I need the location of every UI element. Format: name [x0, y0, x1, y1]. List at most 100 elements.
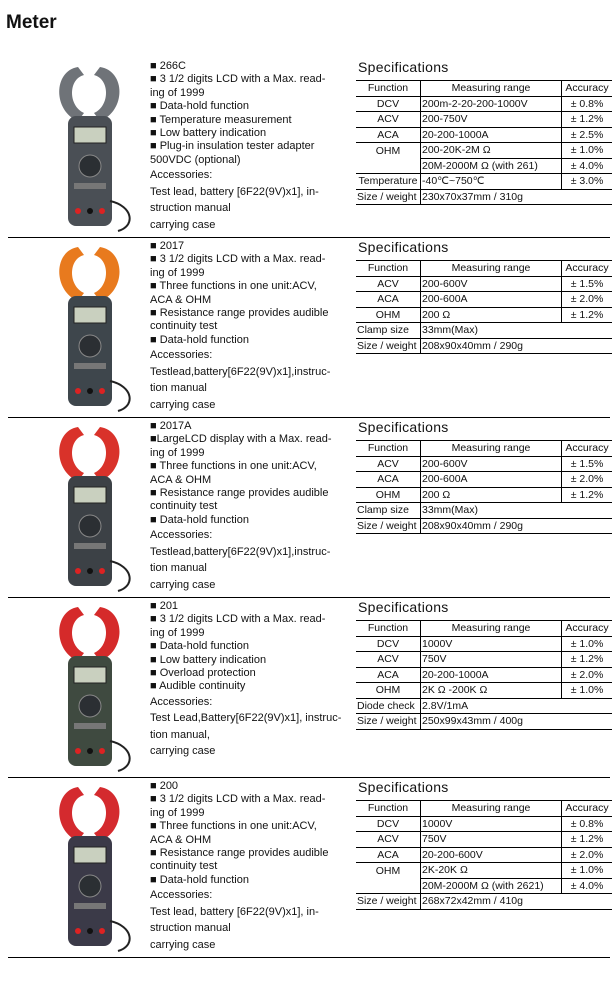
spec-accuracy: ± 4.0%	[561, 878, 612, 894]
spec-row: OHM 200 Ω ± 1.2%	[356, 487, 612, 503]
spec-row: ACV 200-600V ± 1.5%	[356, 276, 612, 292]
feature-line: ■ 3 1/2 digits LCD with a Max. read-	[150, 73, 326, 86]
spec-accuracy: ± 4.0%	[561, 158, 612, 174]
feature-line: ■ Temperature measurement	[150, 113, 292, 126]
accessory-line: tion manual	[150, 562, 207, 575]
spec-row: Size / weight 268x72x42mm / 410g	[356, 893, 612, 910]
spec-range: 200-600V	[420, 456, 562, 472]
spec-row: ACA 200-600A ± 2.0%	[356, 291, 612, 308]
spec-table: Function Measuring range Accuracy DCV 1000V ±…	[356, 800, 612, 910]
spec-function	[356, 158, 421, 174]
spec-accuracy: ± 1.0%	[561, 142, 612, 159]
spec-row: DCV 1000V ± 1.0%	[356, 636, 612, 652]
header-accuracy: Accuracy	[561, 260, 612, 277]
accessory-line: carrying case	[150, 398, 216, 411]
spec-function: Size / weight	[356, 518, 421, 534]
spec-range: 200-20K-2M Ω	[420, 142, 562, 159]
spec-range: 200 Ω	[420, 307, 562, 323]
feature-line: ■ Three functions in one unit:ACV,	[150, 280, 317, 293]
spec-table: Function Measuring range Accuracy DCV 1000V ±…	[356, 620, 612, 730]
spec-range: 20-200-1000A	[420, 127, 562, 143]
spec-value: 208x90x40mm / 290g	[420, 518, 612, 534]
spec-accuracy: ± 1.2%	[561, 111, 612, 128]
feature-line: ■ Audible continuity	[150, 680, 246, 693]
spec-value: 2.8V/1mA	[420, 698, 612, 714]
spec-table: Function Measuring range Accuracy ACV 200-60…	[356, 440, 612, 534]
spec-function: DCV	[356, 816, 421, 832]
spec-row: ACV 200-750V ± 1.2%	[356, 111, 612, 128]
spec-function	[356, 878, 421, 894]
spec-heading: Specifications	[358, 239, 449, 255]
accessory-line: struction manual	[150, 922, 231, 935]
header-function: Function	[356, 80, 421, 97]
feature-line: ■ Three functions in one unit:ACV,	[150, 820, 317, 833]
accessory-line: carrying case	[150, 218, 216, 231]
spec-range: 2K-20K Ω	[420, 862, 562, 879]
feature-line: ■ Resistance range provides audible	[150, 307, 329, 320]
feature-line: continuity test	[150, 500, 218, 513]
spec-header-row: Function Measuring range Accuracy	[356, 80, 612, 97]
header-range: Measuring range	[420, 80, 562, 97]
spec-accuracy: ± 2.5%	[561, 127, 612, 143]
product-section: ■ 200 ■ 3 1/2 digits LCD with a Max. read…	[8, 777, 612, 958]
feature-line: ■ Data-hold function	[150, 333, 249, 346]
feature-line: ■ 3 1/2 digits LCD with a Max. read-	[150, 253, 326, 266]
spec-function: ACA	[356, 471, 421, 488]
spec-accuracy: ± 1.2%	[561, 831, 612, 848]
accessory-line: Testlead,battery[6F22(9V)x1],instruc-	[150, 545, 331, 558]
spec-range: 750V	[420, 651, 562, 668]
feature-line: ACA & OHM	[150, 473, 212, 486]
feature-list: ■ 266C ■ 3 1/2 digits LCD with a Max. rea…	[150, 60, 336, 233]
accessories-label: Accessories:	[150, 529, 213, 542]
spec-range: 20M-2000M Ω (with 2621)	[420, 878, 562, 894]
spec-value: 250x99x43mm / 400g	[420, 713, 612, 730]
header-accuracy: Accuracy	[561, 440, 612, 457]
specifications: Specifications Function Measuring range Acc…	[356, 419, 612, 534]
spec-row: Size / weight 208x90x40mm / 290g	[356, 338, 612, 354]
spec-range: 200-600A	[420, 471, 562, 488]
spec-heading: Specifications	[358, 59, 449, 75]
feature-line: ing of 1999	[150, 806, 205, 819]
spec-accuracy: ± 1.0%	[561, 682, 612, 699]
specifications: Specifications Function Measuring range Acc…	[356, 59, 612, 205]
header-range: Measuring range	[420, 260, 562, 277]
spec-row: Size / weight 230x70x37mm / 310g	[356, 189, 612, 205]
spec-row: Size / weight 208x90x40mm / 290g	[356, 518, 612, 534]
feature-line: 500VDC (optional)	[150, 153, 241, 166]
spec-accuracy: ± 2.0%	[561, 667, 612, 683]
feature-line: ■ Three functions in one unit:ACV,	[150, 460, 317, 473]
spec-row: OHM 200 Ω ± 1.2%	[356, 307, 612, 323]
accessory-line: Test lead, battery [6F22(9V)x1], in-	[150, 905, 319, 918]
feature-line: ■ Data-hold function	[150, 100, 249, 113]
feature-line: ■ 3 1/2 digits LCD with a Max. read-	[150, 793, 326, 806]
product-section: ■ 2017 ■ 3 1/2 digits LCD with a Max. rea…	[8, 237, 612, 418]
spec-row: Diode check 2.8V/1mA	[356, 698, 612, 714]
spec-function: ACV	[356, 276, 421, 292]
spec-function: ACA	[356, 291, 421, 308]
spec-function: ACV	[356, 651, 421, 668]
header-range: Measuring range	[420, 620, 562, 637]
accessories-label: Accessories:	[150, 349, 213, 362]
spec-accuracy: ± 1.0%	[561, 862, 612, 879]
spec-function: OHM	[356, 307, 421, 323]
specifications: Specifications Function Measuring range Acc…	[356, 779, 612, 910]
spec-accuracy: ± 1.2%	[561, 651, 612, 668]
spec-row: Clamp size 33mm(Max)	[356, 502, 612, 519]
spec-function: ACV	[356, 456, 421, 472]
feature-list: ■ 200 ■ 3 1/2 digits LCD with a Max. read…	[150, 780, 336, 953]
spec-accuracy: ± 2.0%	[561, 847, 612, 863]
spec-accuracy: ± 1.2%	[561, 307, 612, 323]
feature-line: ■ 201	[150, 600, 179, 612]
accessory-line: Testlead,battery[6F22(9V)x1],instruc-	[150, 365, 331, 378]
spec-heading: Specifications	[358, 779, 449, 795]
spec-range: 200 Ω	[420, 487, 562, 503]
spec-function: OHM	[356, 862, 421, 878]
spec-table: Function Measuring range Accuracy ACV 200-60…	[356, 260, 612, 354]
feature-line: ACA & OHM	[150, 293, 212, 306]
spec-row: OHM 2K-20K Ω ± 1.0%	[356, 862, 612, 879]
feature-line: ACA & OHM	[150, 833, 212, 846]
spec-accuracy: ± 2.0%	[561, 291, 612, 308]
clamp-meter-image	[48, 601, 138, 773]
feature-line: ■ 3 1/2 digits LCD with a Max. read-	[150, 613, 326, 626]
feature-line: ■ Data-hold function	[150, 640, 249, 653]
